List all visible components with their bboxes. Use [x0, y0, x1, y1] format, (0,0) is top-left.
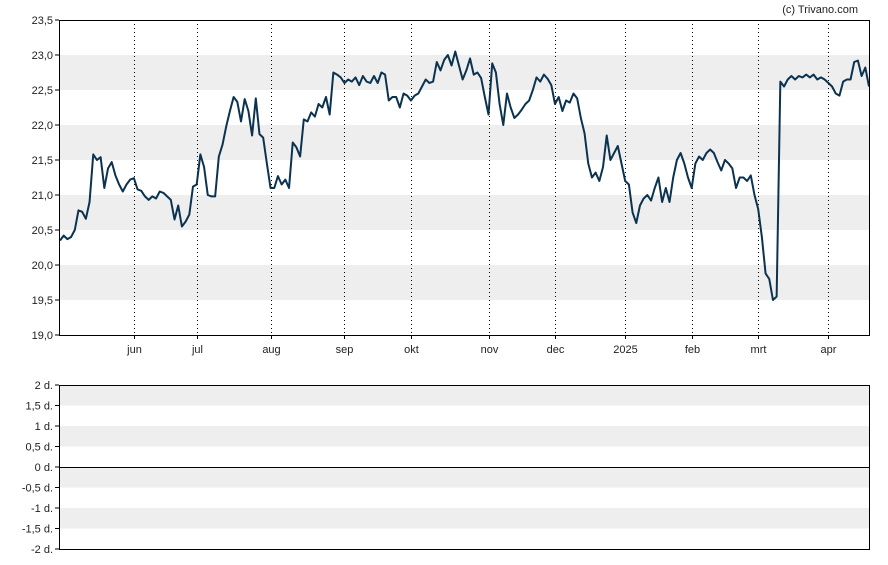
price-band	[59, 195, 870, 230]
lower-y-tick-label: 2 d.	[35, 380, 53, 392]
lower-y-axis-ticks: 2 d. 1,5 d. 1 d. 0,5 d. 0 d. -0,5 d. -1 d. -1,5…	[22, 380, 59, 556]
lower-band	[59, 467, 870, 488]
lower-y-tick-label: 1 d.	[35, 421, 53, 433]
lower-y-tick-label: 1,5 d.	[25, 401, 53, 413]
lower-band	[59, 385, 870, 406]
price-y-tick-label: 20,5	[32, 225, 53, 237]
x-tick-label: jun	[126, 344, 142, 356]
lower-y-tick-label: -0,5 d.	[22, 483, 53, 495]
x-tick-label: 2025	[613, 344, 637, 356]
lower-y-tick-label: -1,5 d.	[22, 524, 53, 536]
price-y-tick-label: 20,0	[32, 260, 53, 272]
lower-y-tick-label: 0,5 d.	[25, 442, 53, 454]
x-tick-label: nov	[481, 344, 499, 356]
price-chart-bands	[59, 55, 870, 300]
price-chart-frame	[59, 20, 870, 336]
x-tick-label: sep	[336, 344, 354, 356]
x-tick-label: mrt	[751, 344, 767, 356]
price-y-axis-ticks: 23,5 23,0 22,5 22,0 21,5 21,0 20,5 20,0 19,5 19,0	[32, 15, 59, 342]
x-tick-label: dec	[547, 344, 565, 356]
price-y-tick-label: 23,5	[32, 15, 53, 27]
price-band	[59, 265, 870, 300]
lower-y-tick-label: -1 d.	[31, 503, 53, 515]
volume-chart-bands	[59, 385, 870, 529]
lower-band	[59, 508, 870, 529]
price-y-tick-label: 21,0	[32, 190, 53, 202]
x-tick-label: feb	[685, 344, 700, 356]
lower-band	[59, 426, 870, 447]
price-y-tick-label: 23,0	[32, 50, 53, 62]
lower-chart-frame	[59, 385, 870, 550]
price-y-tick-label: 19,0	[32, 330, 53, 342]
price-y-tick-label: 21,5	[32, 155, 53, 167]
x-tick-label: aug	[262, 344, 280, 356]
price-y-tick-label: 22,5	[32, 85, 53, 97]
lower-y-tick-label: -2 d.	[31, 544, 53, 556]
x-tick-label: okt	[404, 344, 419, 356]
x-tick-label: apr	[821, 344, 837, 356]
x-tick-label: jul	[191, 344, 203, 356]
month-gridlines	[134, 20, 829, 335]
month-x-axis-ticks: jun jul aug sep okt nov dec 2025 feb mrt apr	[126, 335, 837, 356]
price-y-tick-label: 22,0	[32, 120, 53, 132]
price-band	[59, 125, 870, 160]
lower-y-tick-label: 0 d.	[35, 462, 53, 474]
price-y-tick-label: 19,5	[32, 295, 53, 307]
price-series-line	[59, 50, 870, 301]
credit-text: (c) Trivano.com	[782, 4, 858, 16]
